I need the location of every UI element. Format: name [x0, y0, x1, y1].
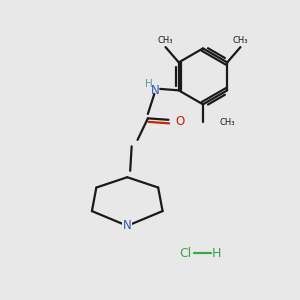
- Text: O: O: [176, 115, 185, 128]
- Text: H: H: [145, 79, 152, 89]
- Text: Cl: Cl: [179, 247, 191, 260]
- Text: N: N: [151, 84, 160, 97]
- Text: N: N: [123, 219, 132, 232]
- Text: H: H: [212, 247, 221, 260]
- Text: CH₃: CH₃: [233, 36, 248, 45]
- Text: CH₃: CH₃: [158, 36, 173, 45]
- Text: CH₃: CH₃: [219, 118, 235, 127]
- Text: N: N: [123, 219, 132, 232]
